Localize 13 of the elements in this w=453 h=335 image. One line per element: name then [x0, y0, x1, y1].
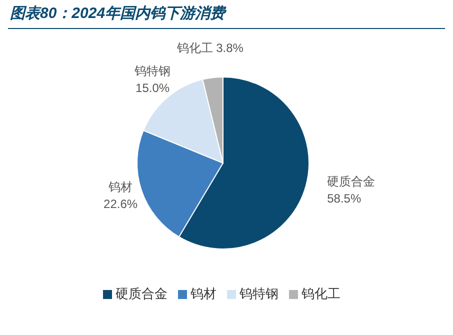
data-label: 22.6% — [104, 197, 138, 212]
data-label: 58.5% — [327, 192, 362, 206]
legend-label: 钨特钢 — [240, 286, 278, 301]
data-label: 15.0% — [136, 81, 170, 96]
legend-label: 钨材 — [190, 286, 216, 301]
legend-label: 硬质合金 — [116, 286, 168, 301]
slice-label: 钨化工 — [176, 40, 213, 55]
legend-label: 钨化工 — [302, 286, 340, 301]
slice-label: 钨材 — [108, 180, 133, 194]
data-label: 3.8% — [216, 40, 244, 55]
chart-title: 图表80：2024年国内钨下游消费 — [10, 4, 226, 23]
slice-label: 钨特钢 — [134, 64, 171, 78]
slice-label: 硬质合金 — [327, 174, 376, 189]
